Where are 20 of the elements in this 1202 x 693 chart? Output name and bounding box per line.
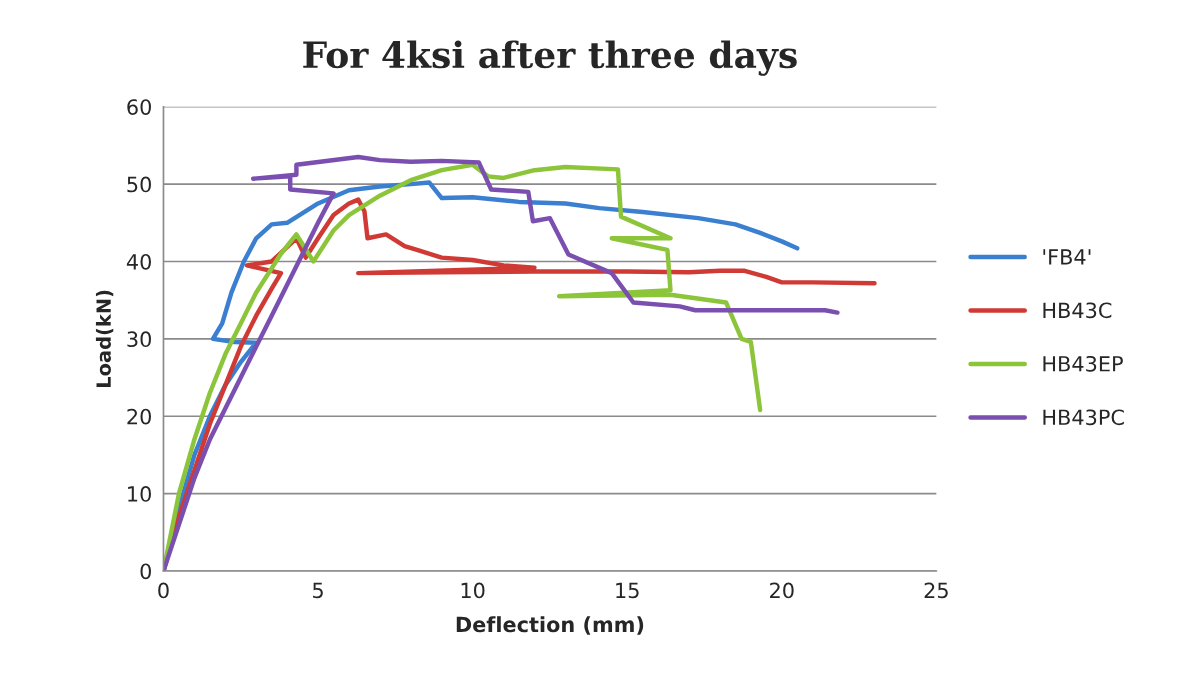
x-tick-label: 25: [924, 582, 948, 599]
legend-label: HB43C: [1043, 302, 1112, 319]
x-tick-label: 5: [313, 582, 323, 599]
legend-label: HB43PC: [1043, 409, 1124, 426]
y-tick-label: 40: [126, 253, 151, 270]
legend-label: 'FB4': [1043, 249, 1091, 265]
legend-label: HB43EP: [1043, 355, 1123, 372]
x-tick-label: 20: [770, 582, 794, 599]
x-tick-label: 0: [158, 582, 169, 599]
y-tick-label: 60: [127, 99, 151, 115]
x-tick-label: 15: [616, 582, 639, 599]
x-axis-title: Deflection (mm): [456, 616, 644, 635]
y-tick-label: 20: [127, 408, 151, 425]
y-tick-label: 0: [140, 563, 151, 580]
y-tick-label: 10: [128, 486, 151, 502]
y-tick-label: 30: [127, 331, 151, 348]
y-axis-title: Load(kN): [95, 290, 114, 387]
x-tick-label: 10: [461, 582, 485, 599]
chart-title: For 4ksi after three days: [303, 40, 797, 76]
y-tick-label: 50: [127, 176, 151, 193]
